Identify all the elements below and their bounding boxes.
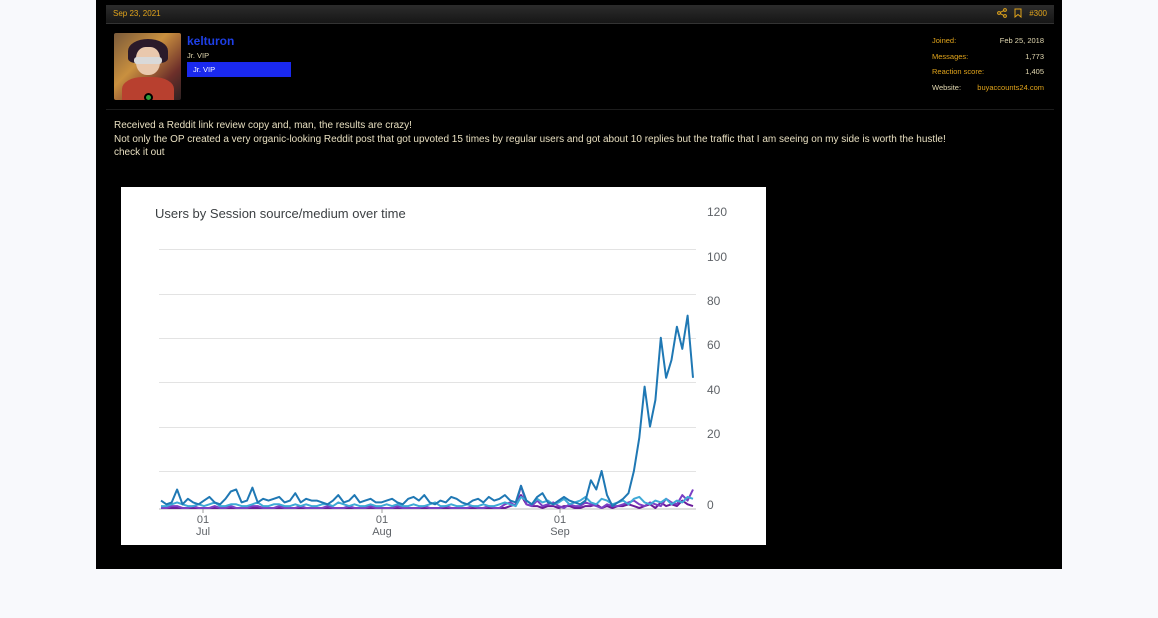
share-icon[interactable] <box>997 8 1008 18</box>
stat-website: Website: buyaccounts24.com <box>932 83 1044 99</box>
post-date[interactable]: Sep 23, 2021 <box>113 9 161 18</box>
stat-joined: Joined: Feb 25, 2018 <box>932 36 1044 52</box>
y-tick-label: 80 <box>707 294 721 308</box>
y-tick-label: 100 <box>707 250 727 264</box>
series-line <box>161 484 694 509</box>
x-tick-day: 01 <box>554 514 566 526</box>
post-header: Sep 23, 2021 #300 <box>106 5 1054 24</box>
website-link[interactable]: buyaccounts24.com <box>977 82 1044 92</box>
message-line: check it out <box>114 147 165 158</box>
series-line <box>161 495 694 508</box>
x-tick-day: 01 <box>197 514 209 526</box>
avatar[interactable] <box>114 33 181 100</box>
stat-label: Joined: <box>932 36 957 45</box>
x-tick-month: Jul <box>196 526 210 538</box>
message-line: Received a Reddit link review copy and, … <box>114 120 412 131</box>
post-message: Received a Reddit link review copy and, … <box>114 119 1044 160</box>
stat-value: Feb 25, 2018 <box>999 36 1044 45</box>
stat-reaction-score: Reaction score: 1,405 <box>932 67 1044 83</box>
online-status-icon <box>144 93 153 102</box>
y-tick-label: 0 <box>707 498 714 512</box>
user-banner: Jr. VIP <box>187 62 291 77</box>
stat-label: Reaction score: <box>932 67 985 76</box>
forum-post: Sep 23, 2021 #300 kelturon Jr. VIP Jr. V… <box>96 0 1062 569</box>
stat-messages: Messages: 1,773 <box>932 52 1044 68</box>
y-tick-label: 120 <box>707 205 727 219</box>
y-tick-label: 20 <box>707 427 721 441</box>
post-number-link[interactable]: #300 <box>1029 8 1047 18</box>
y-tick-label: 40 <box>707 383 721 397</box>
post-actions: #300 <box>997 8 1047 18</box>
divider <box>106 109 1054 110</box>
username-link[interactable]: kelturon <box>187 34 235 48</box>
bookmark-icon[interactable] <box>1014 8 1022 18</box>
y-tick-label: 60 <box>707 338 721 352</box>
stat-value: 1,773 <box>1025 51 1044 61</box>
stat-value: 1,405 <box>1025 67 1044 76</box>
message-line: Not only the OP created a very organic-l… <box>114 133 946 145</box>
x-tick-month: Aug <box>372 526 392 538</box>
user-title: Jr. VIP <box>187 51 210 60</box>
stat-label: Messages: <box>932 51 969 61</box>
user-stats: Joined: Feb 25, 2018 Messages: 1,773 Rea… <box>932 36 1044 98</box>
series-line <box>160 314 694 508</box>
x-tick-month: Sep <box>550 526 570 538</box>
analytics-chart-image[interactable]: 0 20 40 60 80 100 120 01 Jul 01 Aug 01 Sep Users by … <box>121 187 766 545</box>
chart-title: Users by Session source/medium over time <box>155 206 406 221</box>
x-tick-day: 01 <box>376 514 388 526</box>
stat-label: Website: <box>932 82 962 92</box>
